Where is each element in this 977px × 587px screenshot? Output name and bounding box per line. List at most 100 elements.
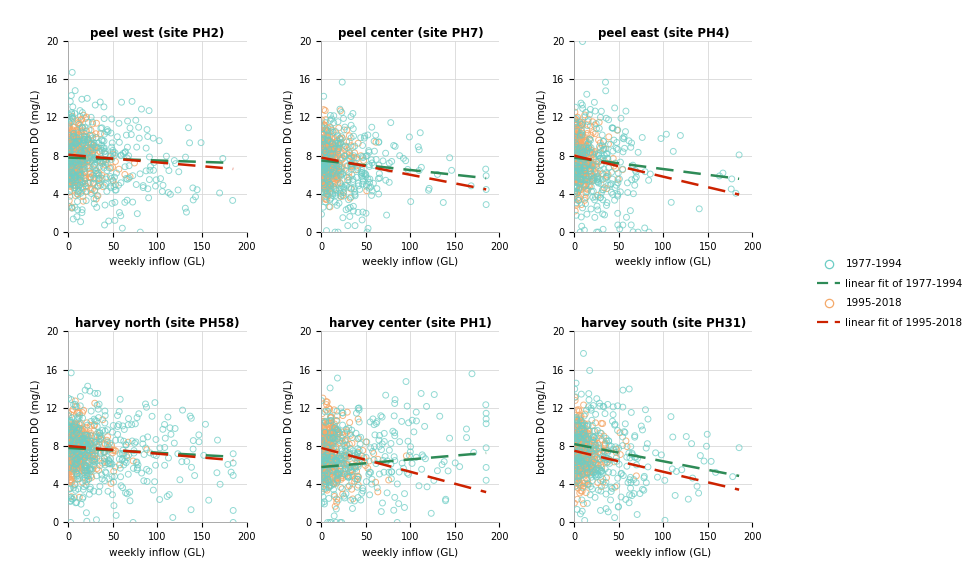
Point bbox=[318, 195, 333, 204]
Point bbox=[573, 174, 589, 183]
Point bbox=[63, 429, 78, 438]
Point bbox=[349, 153, 364, 162]
Point bbox=[599, 149, 615, 158]
Point bbox=[138, 399, 153, 409]
Point bbox=[478, 164, 493, 174]
Point bbox=[74, 183, 90, 193]
Point bbox=[587, 106, 603, 116]
Point bbox=[568, 448, 583, 458]
Point bbox=[63, 151, 78, 160]
Point bbox=[87, 153, 103, 163]
Point bbox=[67, 433, 83, 442]
Point bbox=[331, 452, 347, 461]
Point bbox=[355, 484, 370, 493]
Point bbox=[129, 143, 145, 152]
Point bbox=[314, 163, 329, 172]
Point bbox=[321, 164, 337, 174]
Point bbox=[63, 456, 78, 465]
Point bbox=[585, 193, 601, 202]
Point bbox=[568, 174, 583, 183]
Point bbox=[577, 167, 593, 176]
Point bbox=[67, 157, 83, 167]
Point bbox=[330, 427, 346, 437]
Point bbox=[322, 434, 338, 444]
Point bbox=[584, 484, 600, 494]
Point bbox=[617, 495, 633, 504]
Point bbox=[568, 481, 583, 491]
Point bbox=[362, 182, 378, 191]
Point bbox=[113, 178, 129, 187]
Point bbox=[113, 211, 129, 221]
Point bbox=[699, 441, 714, 451]
Point bbox=[65, 447, 81, 456]
Point bbox=[71, 419, 87, 429]
Point bbox=[574, 442, 590, 451]
Point bbox=[317, 156, 332, 166]
Point bbox=[79, 471, 95, 481]
Point bbox=[578, 158, 594, 167]
Point bbox=[78, 182, 94, 191]
Point bbox=[586, 153, 602, 162]
Point bbox=[226, 518, 241, 527]
Point bbox=[574, 159, 590, 168]
Point bbox=[320, 455, 336, 464]
Point bbox=[596, 145, 612, 154]
Point bbox=[596, 447, 612, 457]
Point bbox=[62, 136, 77, 145]
Point bbox=[319, 454, 335, 464]
Point bbox=[327, 461, 343, 471]
Title: peel west (site PH2): peel west (site PH2) bbox=[90, 27, 225, 40]
Point bbox=[84, 143, 100, 152]
Point bbox=[361, 224, 376, 233]
Point bbox=[62, 164, 77, 174]
Point bbox=[366, 455, 382, 464]
Point bbox=[64, 133, 79, 142]
Point bbox=[74, 434, 90, 443]
Point bbox=[567, 114, 582, 124]
Point bbox=[93, 181, 108, 190]
Point bbox=[66, 153, 82, 163]
Point bbox=[573, 132, 588, 141]
Point bbox=[63, 138, 78, 147]
Point bbox=[332, 134, 348, 143]
Point bbox=[314, 433, 329, 442]
Point bbox=[86, 414, 102, 424]
Point bbox=[314, 454, 329, 464]
Point bbox=[63, 424, 78, 433]
Point bbox=[672, 131, 688, 140]
Point bbox=[350, 165, 365, 174]
Point bbox=[97, 438, 112, 448]
Point bbox=[69, 426, 85, 435]
Point bbox=[381, 158, 397, 168]
Point bbox=[68, 443, 84, 453]
Point bbox=[319, 474, 334, 484]
Point bbox=[66, 465, 82, 474]
Point bbox=[61, 156, 76, 165]
Point bbox=[567, 168, 582, 178]
Point bbox=[62, 153, 77, 162]
Point bbox=[316, 436, 331, 445]
Point bbox=[103, 151, 118, 161]
Point bbox=[569, 429, 584, 438]
Point bbox=[120, 437, 136, 447]
Point bbox=[320, 471, 336, 480]
Point bbox=[71, 186, 87, 195]
Point bbox=[375, 456, 391, 465]
Point bbox=[319, 126, 335, 136]
Point bbox=[127, 158, 143, 168]
Point bbox=[597, 438, 613, 448]
Point bbox=[316, 457, 331, 467]
Point bbox=[361, 490, 377, 500]
Point bbox=[609, 481, 624, 490]
Point bbox=[62, 463, 77, 473]
Point bbox=[570, 130, 585, 140]
Point bbox=[64, 494, 79, 503]
Point bbox=[86, 420, 102, 430]
Point bbox=[65, 169, 81, 178]
Point bbox=[62, 437, 77, 446]
Point bbox=[156, 420, 172, 429]
Point bbox=[140, 184, 155, 194]
Point bbox=[82, 435, 98, 444]
Point bbox=[75, 184, 91, 194]
Point bbox=[64, 203, 79, 212]
